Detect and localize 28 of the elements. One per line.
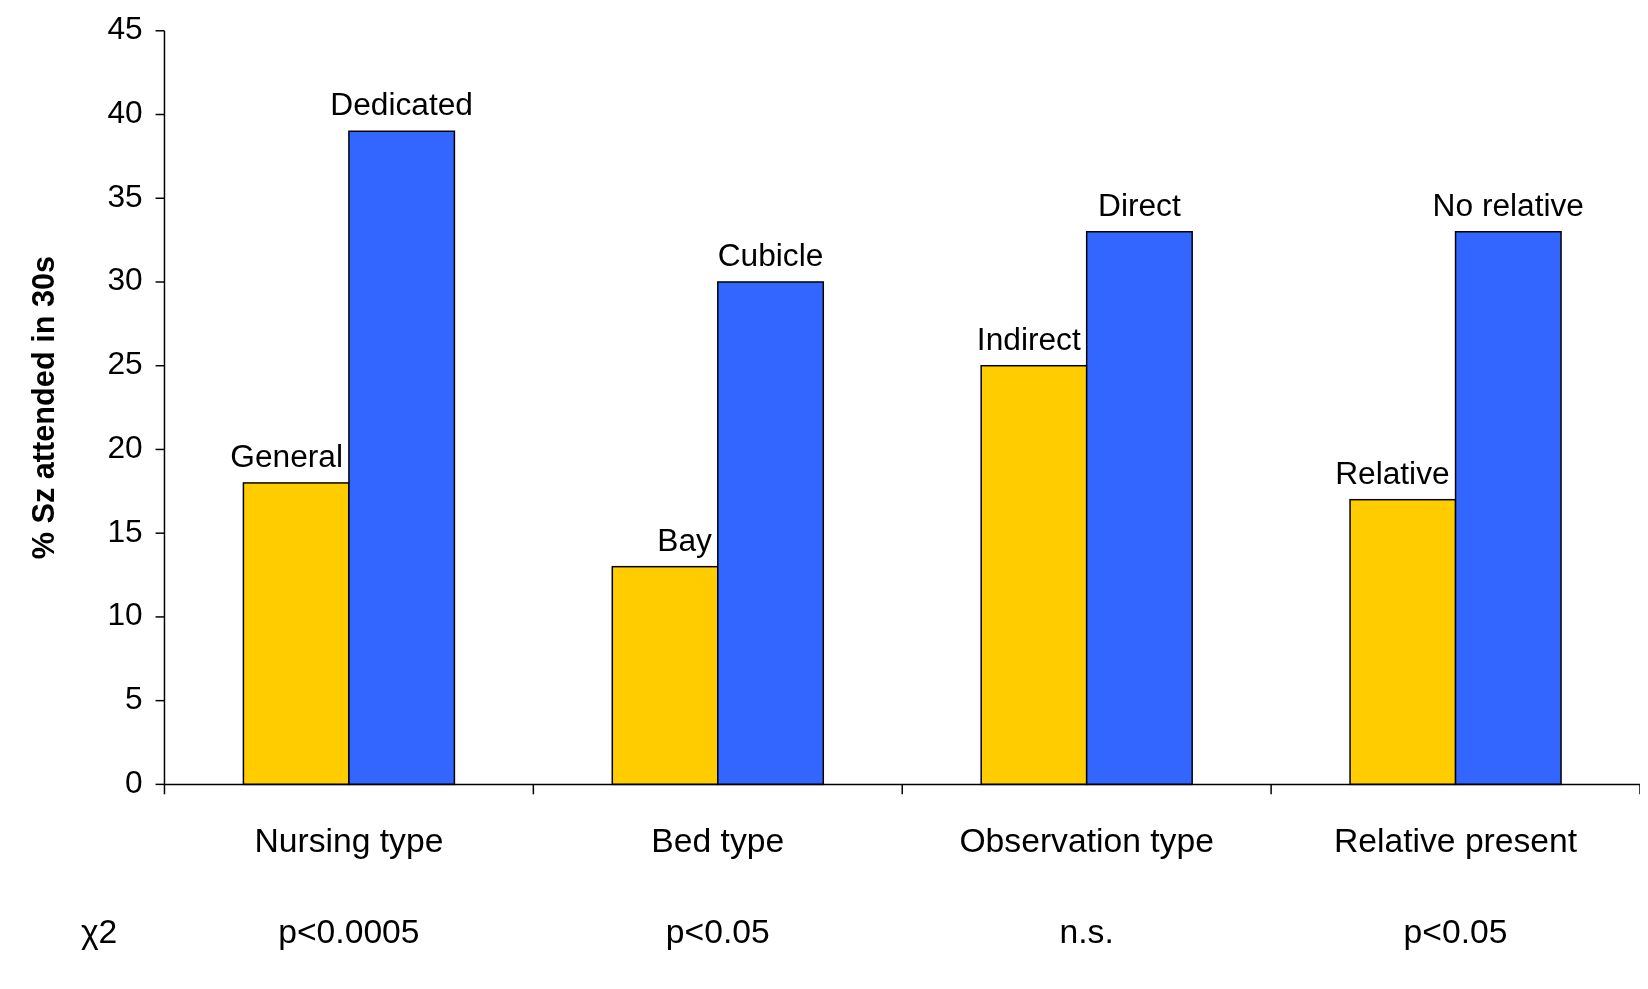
x-tick-label: Nursing type (254, 821, 444, 859)
annotation: Dedicated (330, 86, 473, 123)
annotation: No relative (1432, 186, 1584, 223)
text: p<0.0005 (278, 912, 420, 950)
text: p<0.05 (1403, 912, 1508, 950)
annotation: Indirect (976, 320, 1081, 357)
y-tick-label: 25 (107, 345, 143, 382)
annotation: Bay (657, 521, 713, 558)
y-tick-label: 45 (107, 10, 143, 47)
y-tick-label: 35 (107, 177, 143, 214)
x-tick-label: Relative present (1333, 821, 1578, 859)
y-tick-label: 5 (125, 680, 143, 717)
y-tick-label: 30 (107, 261, 143, 298)
text: χ2 (80, 912, 118, 950)
y-axis-title: % Sz attended in 30s (25, 255, 61, 560)
annotation: General (230, 438, 343, 475)
x-tick-label: Observation type (959, 821, 1214, 859)
annotation: Relative (1335, 454, 1450, 491)
text: p<0.05 (665, 912, 770, 950)
y-tick-label: 20 (107, 428, 143, 465)
annotation: Direct (1098, 186, 1181, 223)
annotation: Cubicle (717, 237, 824, 274)
y-tick-label: 0 (125, 763, 143, 800)
y-tick-label: 15 (107, 512, 143, 549)
text: n.s. (1059, 912, 1114, 950)
y-tick-label: 10 (107, 596, 143, 633)
y-tick-label: 40 (107, 93, 143, 130)
x-tick-label: Bed type (651, 821, 785, 859)
